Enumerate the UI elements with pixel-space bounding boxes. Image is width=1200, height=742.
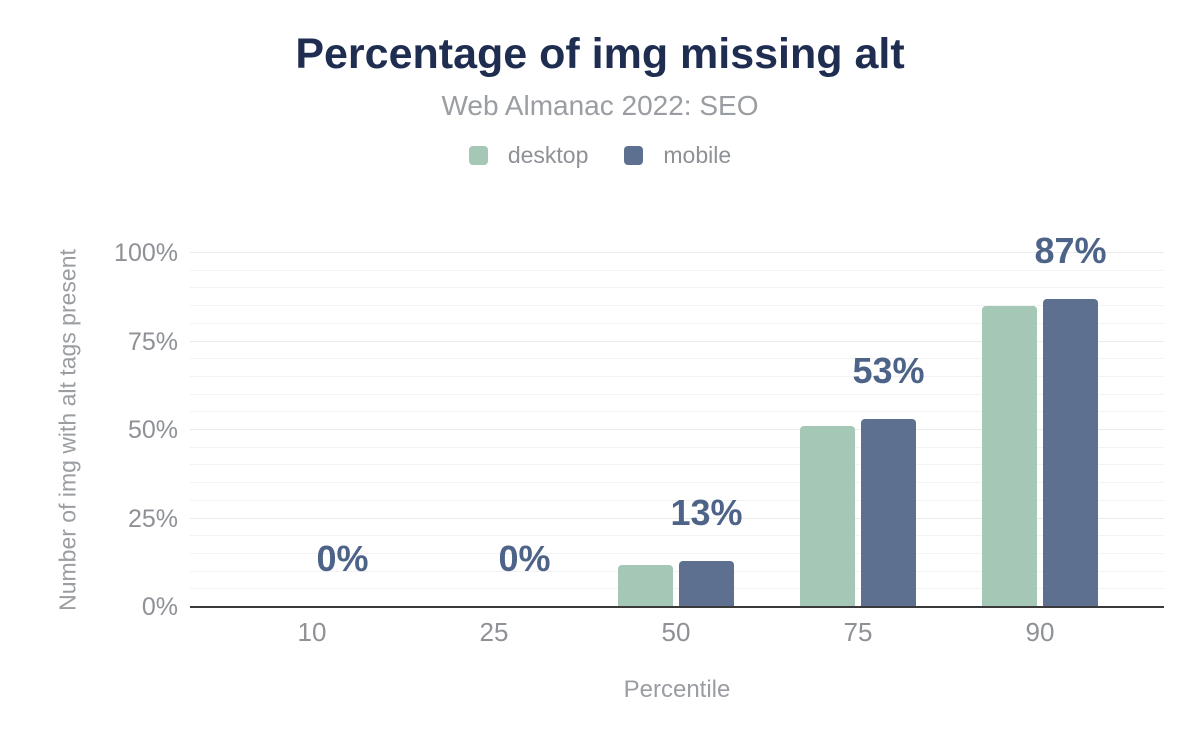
bar-value-label-p10: 0% xyxy=(316,538,369,579)
gridline-35 xyxy=(190,482,1164,484)
x-tick-90: 90 xyxy=(1025,617,1055,647)
y-tick-75%: 75% xyxy=(127,327,178,356)
gridline-40 xyxy=(190,464,1164,466)
legend-swatch-desktop xyxy=(468,146,488,165)
gridline-85 xyxy=(190,305,1164,307)
chart-title: Percentage of img missing alt xyxy=(295,30,905,78)
gridline-20 xyxy=(190,535,1164,537)
gridline-75 xyxy=(190,340,1164,342)
x-axis-line xyxy=(190,606,1164,608)
gridline-90 xyxy=(190,287,1164,289)
gridline-25 xyxy=(190,517,1164,519)
bar-desktop-p75[interactable] xyxy=(800,426,855,607)
bar-mobile-p90[interactable] xyxy=(1043,299,1098,607)
x-tick-50: 50 xyxy=(661,617,691,647)
bar-value-label-p50: 13% xyxy=(670,491,743,533)
gridline-95 xyxy=(190,269,1164,271)
gridline-50 xyxy=(190,429,1164,430)
legend-item-mobile: mobile xyxy=(624,142,731,169)
bar-value-label-p25: 0% xyxy=(498,538,551,579)
y-tick-100%: 100% xyxy=(114,239,178,267)
legend-item-desktop: desktop xyxy=(468,142,589,169)
gridline-100 xyxy=(190,252,1164,253)
x-tick-25: 25 xyxy=(479,617,509,647)
legend-swatch-mobile xyxy=(624,146,644,165)
gridline-5 xyxy=(190,588,1164,590)
y-tick-25%: 25% xyxy=(127,504,178,533)
gridline-65 xyxy=(190,375,1164,377)
x-tick-75: 75 xyxy=(843,617,873,647)
gridline-30 xyxy=(190,499,1164,501)
bar-desktop-p90[interactable] xyxy=(982,306,1037,607)
gridline-60 xyxy=(190,393,1164,395)
y-tick-0%: 0% xyxy=(141,593,178,621)
gridline-55 xyxy=(190,411,1164,413)
bar-desktop-p50[interactable] xyxy=(618,564,673,607)
chart-subtitle: Web Almanac 2022: SEO xyxy=(441,90,759,121)
gridline-15 xyxy=(190,552,1164,554)
y-tick-50%: 50% xyxy=(127,416,178,444)
legend-label-mobile: mobile xyxy=(663,142,732,168)
bar-mobile-p50[interactable] xyxy=(679,560,734,607)
gridline-10 xyxy=(190,570,1164,572)
gridline-70 xyxy=(190,358,1164,360)
x-axis-title: Percentile xyxy=(623,676,731,703)
x-tick-10: 10 xyxy=(297,617,327,647)
bar-value-label-p90: 87% xyxy=(1034,230,1107,272)
plot-area: 0% 0% 13% 53% 87% xyxy=(190,233,1164,608)
bar-value-label-p75: 53% xyxy=(852,350,925,392)
gridline-45 xyxy=(190,446,1164,448)
bar-mobile-p75[interactable] xyxy=(861,419,916,607)
legend-label-desktop: desktop xyxy=(507,142,589,168)
gridline-80 xyxy=(190,322,1164,324)
legend: desktop mobile xyxy=(0,142,1200,169)
